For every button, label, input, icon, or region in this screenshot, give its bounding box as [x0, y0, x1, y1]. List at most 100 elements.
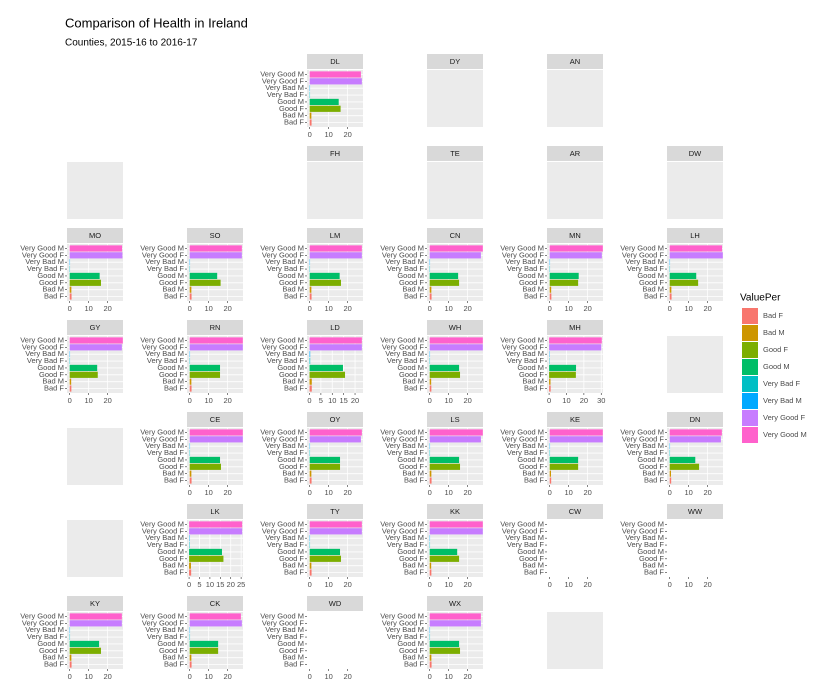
- x-tick-label: 0: [668, 580, 672, 589]
- y-tick-label: Very Bad M: [625, 441, 664, 450]
- facet: AR: [547, 146, 603, 219]
- y-tick-label: Bad M: [522, 377, 544, 386]
- bar: [69, 364, 98, 372]
- x-tick-label: 20: [463, 304, 471, 313]
- y-tick-label: Good F: [399, 462, 424, 471]
- bar: [429, 378, 432, 385]
- y-tick-label: Bad F: [644, 292, 664, 301]
- x-tick-label: 10: [328, 396, 336, 405]
- bar: [189, 528, 243, 535]
- strip-label: WD: [329, 599, 342, 608]
- y-tick-label: Good F: [279, 554, 304, 563]
- y-tick-label: Bad M: [162, 377, 184, 386]
- panel: [547, 162, 603, 219]
- y-tick-label: Good F: [519, 554, 544, 563]
- y-tick-label: Bad M: [42, 377, 64, 386]
- x-tick-label: 20: [703, 488, 711, 497]
- y-tick-label: Bad M: [282, 653, 304, 662]
- bar: [549, 429, 603, 436]
- bar: [69, 272, 100, 280]
- y-tick-label: Very Good F: [382, 618, 425, 627]
- panel: [427, 70, 483, 127]
- y-tick-label: Good F: [159, 278, 184, 287]
- chart-title: Comparison of Health in Ireland: [65, 15, 248, 30]
- bar: [549, 252, 602, 259]
- x-tick-label: 20: [223, 304, 231, 313]
- bar: [69, 245, 123, 252]
- strip: [667, 228, 723, 243]
- y-tick-label: Very Good M: [140, 335, 184, 344]
- bar: [189, 286, 192, 293]
- strip: [547, 504, 603, 519]
- x-tick-label: 20: [343, 488, 351, 497]
- bar: [549, 470, 551, 477]
- empty-panel: [67, 162, 123, 219]
- y-tick-label: Very Bad M: [145, 257, 184, 266]
- x-tick-label: 20: [463, 396, 471, 405]
- y-tick-label: Very Bad M: [25, 257, 64, 266]
- bar: [189, 477, 192, 484]
- x-tick-label: 20: [580, 396, 588, 405]
- y-tick-label: Very Good M: [140, 243, 184, 252]
- bar: [69, 647, 101, 654]
- bar: [549, 245, 603, 252]
- y-tick-label: Bad F: [164, 660, 184, 669]
- bar: [189, 569, 192, 576]
- bar: [429, 436, 481, 443]
- bar: [549, 371, 576, 378]
- y-tick-label: Very Good M: [380, 427, 424, 436]
- y-tick-label: Very Bad M: [505, 441, 544, 450]
- bar: [429, 661, 432, 668]
- strip-label: LD: [330, 323, 340, 332]
- strip-label: DY: [450, 57, 460, 66]
- y-tick-label: Bad M: [282, 285, 304, 294]
- bar: [549, 378, 551, 385]
- y-tick-label: Bad M: [522, 469, 544, 478]
- bar: [189, 521, 243, 528]
- bar: [429, 463, 461, 470]
- x-tick-label: 20: [227, 580, 235, 589]
- bar: [429, 286, 432, 293]
- x-tick-label: 0: [188, 304, 192, 313]
- bar: [429, 569, 432, 576]
- y-tick-label: Good M: [517, 363, 544, 372]
- y-tick-label: Good M: [277, 547, 304, 556]
- y-tick-label: Good M: [157, 363, 184, 372]
- x-tick-label: 0: [548, 580, 552, 589]
- y-tick-label: Very Good F: [382, 250, 425, 259]
- y-tick-label: Bad M: [282, 377, 304, 386]
- y-tick-label: Very Good F: [382, 342, 425, 351]
- bar: [429, 470, 432, 477]
- y-tick-label: Very Good F: [262, 250, 305, 259]
- y-tick-label: Bad F: [44, 660, 64, 669]
- bar: [309, 456, 341, 464]
- strip-label: LK: [210, 507, 219, 516]
- bar: [429, 429, 483, 436]
- y-tick-label: Very Good M: [140, 427, 184, 436]
- y-tick-label: Very Bad F: [267, 540, 305, 549]
- strip-label: LS: [450, 415, 459, 424]
- y-tick-label: Bad M: [522, 285, 544, 294]
- x-tick-label: 10: [444, 672, 452, 681]
- x-tick-label: 15: [339, 396, 347, 405]
- bar: [309, 429, 362, 436]
- x-tick-label: 0: [428, 304, 432, 313]
- bar: [189, 344, 243, 351]
- y-tick-label: Very Good F: [22, 618, 65, 627]
- bar: [309, 521, 362, 528]
- bar: [309, 71, 361, 78]
- y-tick-label: Bad F: [164, 568, 184, 577]
- strip: [427, 146, 483, 161]
- y-tick-label: Bad F: [404, 384, 424, 393]
- y-tick-label: Very Bad M: [385, 441, 424, 450]
- strip: [187, 320, 243, 335]
- bar: [189, 337, 243, 344]
- facet: DY: [427, 54, 483, 127]
- x-tick-label: 20: [463, 488, 471, 497]
